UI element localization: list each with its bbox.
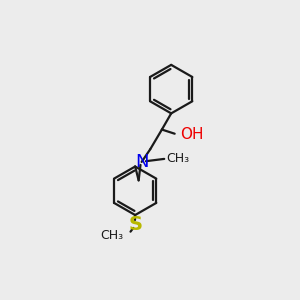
Text: OH: OH	[181, 128, 204, 142]
Text: N: N	[135, 153, 148, 171]
Text: S: S	[128, 215, 142, 234]
Text: CH₃: CH₃	[100, 229, 124, 242]
Text: CH₃: CH₃	[167, 152, 190, 165]
